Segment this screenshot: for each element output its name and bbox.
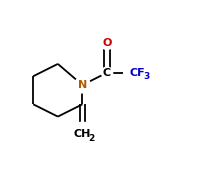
Text: CF: CF — [128, 68, 144, 78]
Text: O: O — [102, 38, 111, 48]
Circle shape — [101, 67, 112, 78]
Text: C: C — [102, 68, 111, 78]
Text: N: N — [77, 80, 87, 90]
Text: CH: CH — [73, 129, 91, 139]
Text: 3: 3 — [143, 72, 149, 81]
Circle shape — [100, 36, 113, 50]
Text: 2: 2 — [88, 133, 94, 142]
Circle shape — [74, 77, 90, 93]
Circle shape — [123, 59, 149, 86]
Circle shape — [70, 122, 94, 146]
